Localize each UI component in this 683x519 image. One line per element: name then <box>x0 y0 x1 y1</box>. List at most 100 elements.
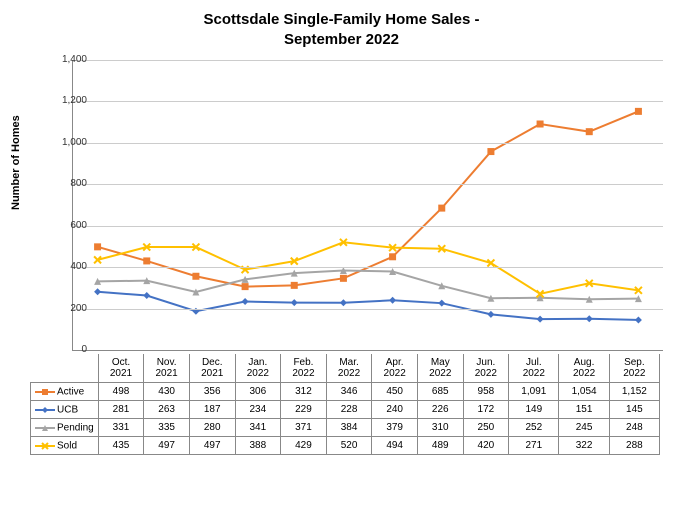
data-cell: 341 <box>235 419 281 437</box>
y-tick-label: 0 <box>47 344 87 355</box>
series-marker <box>94 243 101 250</box>
series-marker <box>537 121 544 128</box>
gridline <box>73 309 663 310</box>
data-cell: 356 <box>189 383 235 401</box>
data-cell: 281 <box>98 401 144 419</box>
data-cell: 1,054 <box>559 383 609 401</box>
x-category-label: Aug.2022 <box>559 354 609 383</box>
gridline <box>73 267 663 268</box>
table-corner <box>31 354 99 383</box>
data-cell: 335 <box>144 419 190 437</box>
series-marker <box>389 253 396 260</box>
x-category-label: Dec.2021 <box>189 354 235 383</box>
series-marker <box>389 297 396 304</box>
data-cell: 145 <box>609 401 659 419</box>
data-cell: 263 <box>144 401 190 419</box>
chart-title: Scottsdale Single-Family Home Sales - Se… <box>0 0 683 49</box>
table-row: Sold435497497388429520494489420271322288 <box>31 437 660 455</box>
data-cell: 151 <box>559 401 609 419</box>
data-cell: 252 <box>509 419 559 437</box>
table-row: Active4984303563063123464506859581,0911,… <box>31 383 660 401</box>
y-tick-label: 1,400 <box>47 54 87 65</box>
series-marker <box>291 282 298 289</box>
legend-cell-pending: Pending <box>31 419 99 437</box>
data-cell: 288 <box>609 437 659 455</box>
data-cell: 497 <box>144 437 190 455</box>
legend-label: Pending <box>57 422 94 433</box>
chart-svg <box>73 60 663 350</box>
data-cell: 388 <box>235 437 281 455</box>
data-cell: 310 <box>417 419 463 437</box>
series-marker <box>586 315 593 322</box>
gridline <box>73 184 663 185</box>
series-marker <box>340 275 347 282</box>
data-cell: 312 <box>281 383 327 401</box>
data-cell: 494 <box>372 437 418 455</box>
legend-cell-active: Active <box>31 383 99 401</box>
gridline <box>73 226 663 227</box>
data-cell: 384 <box>326 419 372 437</box>
x-category-label: Jul.2022 <box>509 354 559 383</box>
legend-label: Active <box>57 386 84 397</box>
y-tick-label: 1,000 <box>47 137 87 148</box>
series-marker <box>192 273 199 280</box>
plot-area <box>72 60 663 351</box>
gridline <box>73 60 663 61</box>
series-marker <box>487 311 494 318</box>
data-cell: 306 <box>235 383 281 401</box>
x-category-label: Jun.2022 <box>463 354 509 383</box>
x-category-label: Jan.2022 <box>235 354 281 383</box>
series-marker <box>487 148 494 155</box>
data-cell: 450 <box>372 383 418 401</box>
data-cell: 958 <box>463 383 509 401</box>
data-cell: 280 <box>189 419 235 437</box>
series-marker <box>537 316 544 323</box>
series-marker <box>143 292 150 299</box>
title-line-1: Scottsdale Single-Family Home Sales - <box>204 11 480 28</box>
data-cell: 497 <box>189 437 235 455</box>
title-line-2: September 2022 <box>284 31 399 48</box>
series-line-active <box>98 111 639 286</box>
y-axis-label: Number of Homes <box>10 115 22 210</box>
data-cell: 229 <box>281 401 327 419</box>
table-row: Pending331335280341371384379310250252245… <box>31 419 660 437</box>
data-cell: 379 <box>372 419 418 437</box>
x-category-label: May2022 <box>417 354 463 383</box>
data-cell: 1,152 <box>609 383 659 401</box>
data-table: Oct.2021Nov.2021Dec.2021Jan.2022Feb.2022… <box>30 354 660 455</box>
data-cell: 420 <box>463 437 509 455</box>
series-marker <box>291 299 298 306</box>
gridline <box>73 143 663 144</box>
series-marker <box>586 128 593 135</box>
data-cell: 429 <box>281 437 327 455</box>
data-cell: 234 <box>235 401 281 419</box>
data-cell: 1,091 <box>509 383 559 401</box>
series-line-pending <box>98 270 639 299</box>
data-cell: 240 <box>372 401 418 419</box>
data-cell: 346 <box>326 383 372 401</box>
data-cell: 228 <box>326 401 372 419</box>
series-marker <box>242 298 249 305</box>
legend-cell-sold: Sold <box>31 437 99 455</box>
data-cell: 245 <box>559 419 609 437</box>
gridline <box>73 101 663 102</box>
data-cell: 226 <box>417 401 463 419</box>
series-marker <box>635 316 642 323</box>
data-cell: 498 <box>98 383 144 401</box>
x-category-label: Oct.2021 <box>98 354 144 383</box>
chart-container: Scottsdale Single-Family Home Sales - Se… <box>0 0 683 519</box>
y-tick-label: 400 <box>47 261 87 272</box>
data-cell: 331 <box>98 419 144 437</box>
series-marker <box>143 257 150 264</box>
series-marker <box>340 299 347 306</box>
series-marker <box>635 108 642 115</box>
legend-label: UCB <box>57 404 78 415</box>
series-marker <box>242 283 249 290</box>
data-cell: 435 <box>98 437 144 455</box>
x-category-label: Mar.2022 <box>326 354 372 383</box>
series-marker <box>94 288 101 295</box>
data-cell: 250 <box>463 419 509 437</box>
data-cell: 685 <box>417 383 463 401</box>
series-marker <box>438 205 445 212</box>
x-category-label: Sep.2022 <box>609 354 659 383</box>
